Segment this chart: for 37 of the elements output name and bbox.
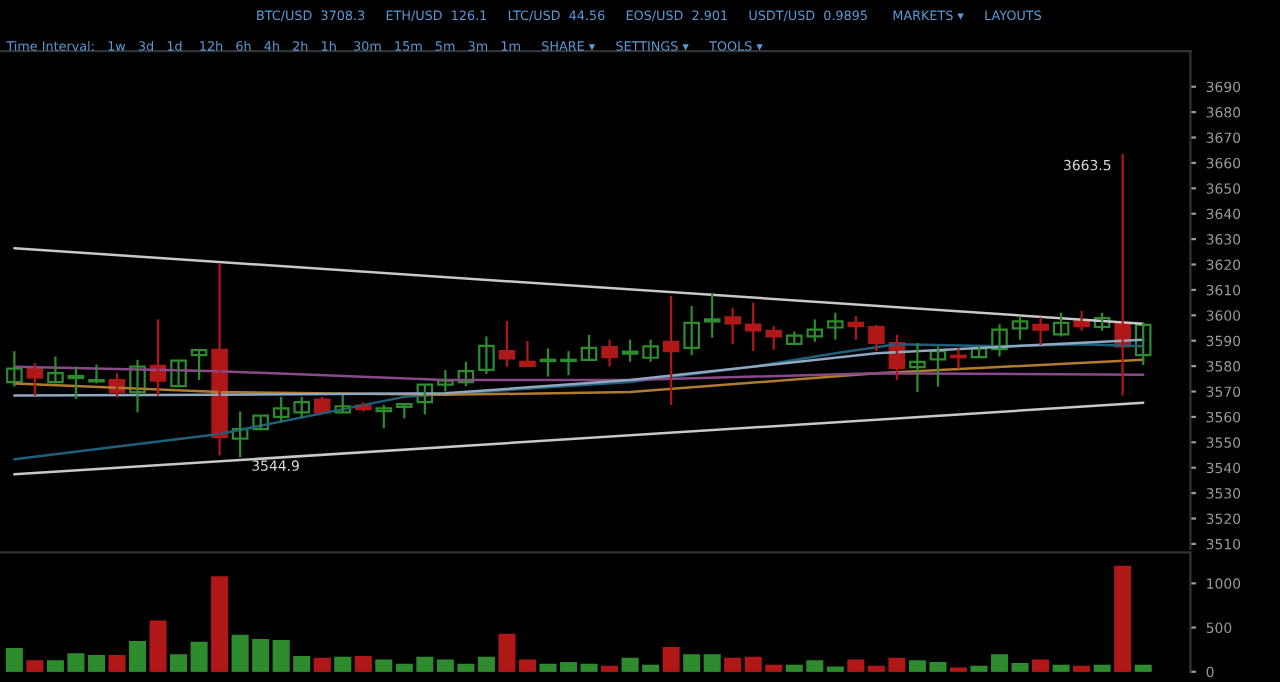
candlestick (868, 323, 885, 353)
bar (170, 654, 188, 672)
bar (847, 659, 865, 672)
candlestick (498, 319, 516, 368)
bar (498, 633, 516, 672)
bar (26, 660, 44, 672)
bar (662, 647, 680, 672)
candlestick (170, 359, 187, 388)
bar (518, 659, 537, 672)
bar (375, 659, 393, 672)
candlestick (375, 403, 393, 430)
bar (354, 655, 372, 672)
bar (313, 657, 331, 672)
candlestick (827, 311, 844, 341)
bar (5, 647, 23, 672)
candlestick (1032, 316, 1049, 347)
bar (211, 576, 229, 672)
bar (1032, 659, 1050, 672)
candlestick (683, 304, 700, 357)
bar (724, 657, 742, 672)
bar (128, 640, 147, 672)
candlestick (724, 306, 742, 346)
bar (1114, 565, 1132, 672)
candlestick (293, 395, 310, 419)
bar (683, 654, 701, 672)
bar (108, 655, 126, 672)
bar (1011, 662, 1029, 672)
candlestick (703, 292, 721, 339)
bar (149, 620, 167, 672)
bar (580, 663, 598, 672)
bar (190, 641, 208, 672)
bar (703, 654, 721, 672)
candlestick (806, 318, 824, 343)
bar (87, 655, 105, 672)
bar (477, 656, 495, 672)
bar (334, 656, 352, 672)
candlestick (642, 338, 659, 363)
